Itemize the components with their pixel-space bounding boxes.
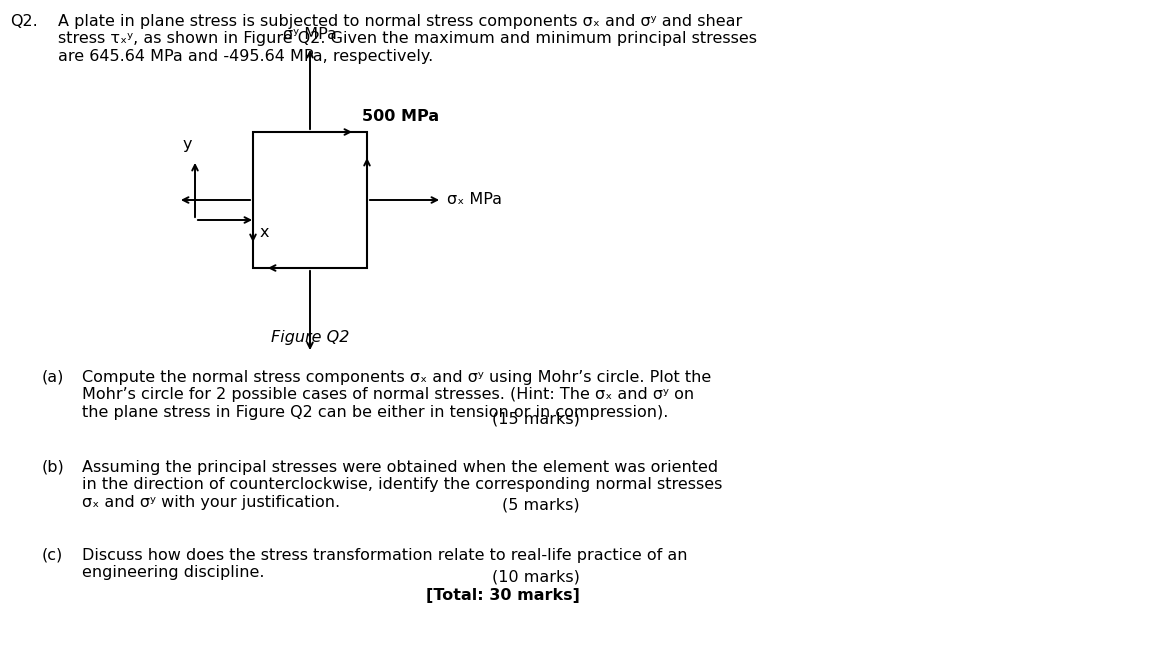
- Text: [Total: 30 marks]: [Total: 30 marks]: [426, 588, 579, 603]
- Text: y: y: [182, 137, 191, 152]
- Text: A plate in plane stress is subjected to normal stress components σₓ and σʸ and s: A plate in plane stress is subjected to …: [58, 14, 757, 64]
- Text: Figure Q2: Figure Q2: [271, 330, 349, 345]
- Text: (5 marks): (5 marks): [502, 498, 579, 513]
- Text: Assuming the principal stresses were obtained when the element was oriented
in t: Assuming the principal stresses were obt…: [82, 460, 722, 510]
- Text: Compute the normal stress components σₓ and σʸ using Mohr’s circle. Plot the
Moh: Compute the normal stress components σₓ …: [82, 370, 711, 420]
- Text: x: x: [260, 225, 270, 240]
- Text: (c): (c): [41, 548, 63, 563]
- Text: Q2.: Q2.: [10, 14, 38, 29]
- Text: (a): (a): [41, 370, 65, 385]
- Text: (10 marks): (10 marks): [492, 570, 579, 585]
- Bar: [253, 132, 367, 268]
- Text: (15 marks): (15 marks): [492, 412, 579, 427]
- Text: Discuss how does the stress transformation relate to real-life practice of an
en: Discuss how does the stress transformati…: [82, 548, 688, 581]
- Text: 500 MPa: 500 MPa: [362, 109, 439, 124]
- Text: σʸ MPa: σʸ MPa: [283, 27, 336, 42]
- Text: (b): (b): [41, 460, 65, 475]
- Text: σₓ MPa: σₓ MPa: [447, 192, 502, 207]
